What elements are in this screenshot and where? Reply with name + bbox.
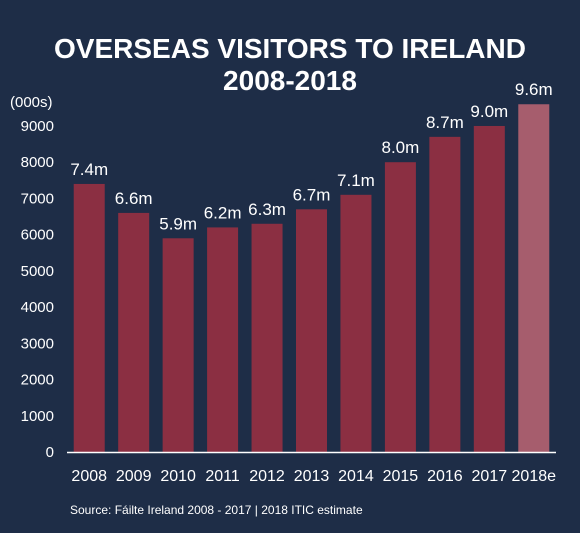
x-tick-label-2015: 2015 — [383, 468, 419, 485]
y-tick-label: 0 — [46, 444, 54, 461]
data-label-2009: 6.6m — [115, 189, 153, 208]
data-label-2015: 8.0m — [382, 138, 420, 157]
data-label-2010: 5.9m — [159, 214, 197, 233]
data-label-2012: 6.3m — [248, 200, 286, 219]
y-axis-ticks: 0 1000 2000 3000 4000 5000 6000 7000 8000 9000 — [21, 118, 54, 461]
data-label-2018e: 9.6m — [515, 80, 553, 99]
x-tick-label-2010: 2010 — [160, 468, 196, 485]
data-label-2013: 6.7m — [293, 185, 331, 204]
y-tick-label: 5000 — [21, 263, 54, 280]
bar-2015 — [384, 162, 416, 452]
bar-2016 — [429, 136, 461, 453]
bar-2017 — [473, 125, 505, 453]
y-tick-label: 4000 — [21, 299, 54, 316]
x-tick-label-2009: 2009 — [116, 468, 152, 485]
data-label-2008: 7.4m — [70, 160, 108, 179]
x-tick-label-2014: 2014 — [338, 468, 374, 485]
chart-title-line-1: OVERSEAS VISITORS TO IRELAND — [54, 33, 526, 64]
data-label-2017: 9.0m — [470, 102, 508, 121]
y-tick-label: 2000 — [21, 372, 54, 389]
x-tick-label-2017: 2017 — [472, 468, 508, 485]
y-tick-label: 3000 — [21, 335, 54, 352]
chart-title-line-2: 2008-2018 — [223, 65, 357, 96]
data-label-2014: 7.1m — [337, 171, 375, 190]
source-note: Source: Fáilte Ireland 2008 - 2017 | 201… — [70, 503, 363, 517]
y-tick-label: 6000 — [21, 227, 54, 244]
bar-2008 — [73, 183, 105, 452]
bars-group — [73, 104, 550, 453]
bar-2013 — [296, 209, 327, 452]
y-axis-label: (000s) — [10, 94, 53, 111]
data-label-2016: 8.7m — [426, 113, 464, 132]
data-label-2011: 6.2m — [204, 203, 242, 222]
bar-2012 — [251, 223, 283, 452]
bar-2014 — [340, 194, 372, 452]
x-tick-label-2016: 2016 — [427, 468, 463, 485]
y-tick-label: 1000 — [21, 408, 54, 425]
x-tick-label-2008: 2008 — [71, 468, 107, 485]
x-tick-label-2013: 2013 — [294, 468, 330, 485]
bar-2018e — [518, 104, 550, 452]
bar-2009 — [118, 212, 150, 452]
x-axis-ticks: 2008 2009 2010 2011 2012 2013 2014 2015 2016 2017… — [71, 468, 556, 485]
bar-2011 — [207, 227, 239, 452]
y-tick-label: 8000 — [21, 154, 54, 171]
x-tick-label-2012: 2012 — [249, 468, 285, 485]
x-tick-label-2011: 2011 — [205, 468, 240, 485]
data-labels-group: 7.4m 6.6m 5.9m 6.2m 6.3m 6.7m 7.1m 8.0m 8.7m 9.0m… — [70, 80, 552, 233]
y-tick-label: 7000 — [21, 190, 54, 207]
x-tick-label-2018e: 2018e — [512, 468, 557, 485]
y-tick-label: 9000 — [21, 118, 54, 135]
bar-2010 — [162, 238, 194, 452]
